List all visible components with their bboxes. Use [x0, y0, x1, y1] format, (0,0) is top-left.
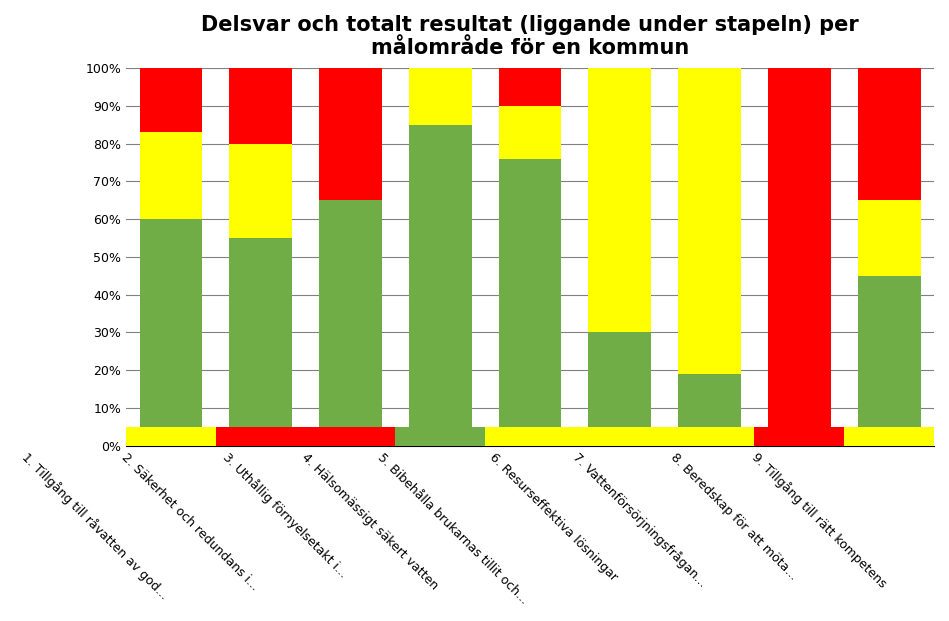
Bar	[679, 374, 741, 427]
Bar	[140, 49, 202, 132]
Bar	[664, 427, 754, 446]
Bar	[230, 143, 292, 238]
Bar	[754, 427, 845, 446]
Bar	[140, 132, 202, 219]
Bar	[858, 200, 921, 276]
Bar	[845, 427, 934, 446]
Bar	[768, 49, 830, 427]
Bar	[319, 49, 381, 200]
Bar	[230, 49, 292, 143]
Bar	[215, 427, 306, 446]
Bar	[858, 276, 921, 427]
Bar	[679, 49, 741, 374]
Title: Delsvar och totalt resultat (liggande under stapeln) per
målområde för en kommun: Delsvar och totalt resultat (liggande un…	[201, 15, 859, 58]
Bar	[858, 49, 921, 200]
Bar	[485, 427, 575, 446]
Bar	[588, 49, 651, 332]
Bar	[409, 49, 472, 125]
Bar	[319, 200, 381, 427]
Bar	[230, 238, 292, 427]
Bar	[498, 106, 562, 159]
Bar	[575, 427, 664, 446]
Bar	[396, 427, 485, 446]
Bar	[588, 332, 651, 427]
Bar	[498, 49, 562, 106]
Bar	[140, 219, 202, 427]
Bar	[409, 125, 472, 427]
Bar	[126, 427, 215, 446]
Bar	[306, 427, 396, 446]
Bar	[498, 159, 562, 427]
